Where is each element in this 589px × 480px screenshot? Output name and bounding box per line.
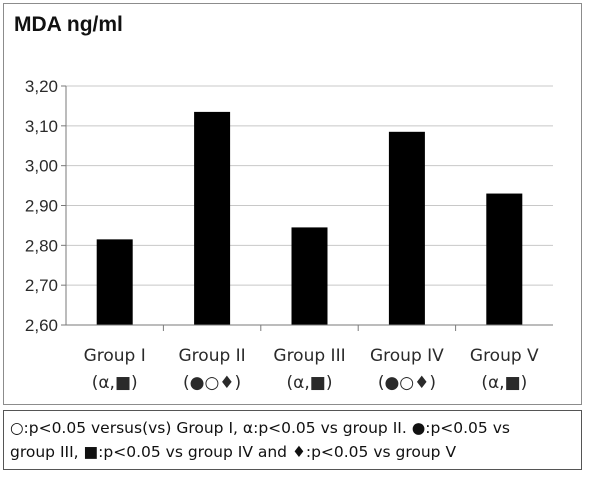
- footnote-line-1: ○:p<0.05 versus(vs) Group I, α:p<0.05 vs…: [10, 419, 510, 437]
- x-category-label: Group V: [470, 346, 539, 366]
- x-category-sublabel: (●○♦): [183, 373, 241, 393]
- bar: [96, 239, 133, 325]
- x-category-label: Group IV: [370, 346, 444, 366]
- bar: [194, 111, 231, 326]
- x-category-sublabel: (α,■): [92, 373, 138, 393]
- significance-footnote: ○:p<0.05 versus(vs) Group I, α:p<0.05 vs…: [3, 410, 582, 470]
- chart-frame: [3, 3, 582, 405]
- x-category-label: Group III: [273, 346, 345, 366]
- axis-labels: 2,60 2,70 2,80 2,90 3,00 3,10 3,20 Group I (α,■)…: [25, 77, 539, 393]
- bar: [388, 131, 425, 325]
- bar: [486, 193, 523, 325]
- y-tick-label: 2,60: [25, 316, 58, 335]
- bar-chart: 2,60 2,70 2,80 2,90 3,00 3,10 3,20 Group I (α,■)…: [25, 77, 553, 393]
- y-tick-label: 3,20: [25, 77, 58, 96]
- x-category-sublabel: (α,■): [287, 373, 333, 393]
- bars: [96, 111, 523, 326]
- x-category-sublabel: (α,■): [481, 373, 527, 393]
- x-category-label: Group I: [84, 346, 146, 366]
- y-tick-label: 3,00: [25, 157, 58, 176]
- y-tick-label: 2,70: [25, 276, 58, 295]
- footnote-line-2: group III, ■:p<0.05 vs group IV and ♦:p<…: [10, 443, 457, 461]
- bar: [291, 227, 328, 325]
- axes: [61, 85, 553, 331]
- y-tick-label: 2,90: [25, 197, 58, 216]
- y-tick-label: 3,10: [25, 117, 58, 136]
- chart-title: MDA ng/ml: [14, 13, 123, 36]
- y-tick-label: 2,80: [25, 236, 58, 255]
- x-category-sublabel: (●○♦): [378, 373, 436, 393]
- x-category-label: Group II: [179, 346, 246, 366]
